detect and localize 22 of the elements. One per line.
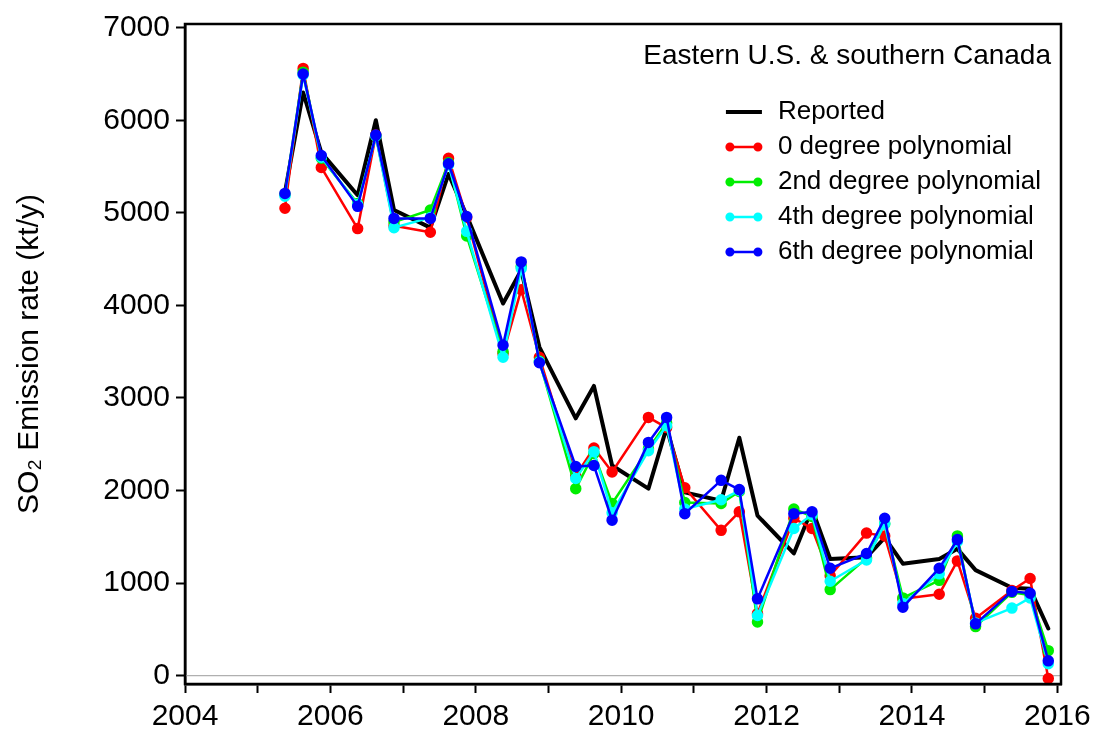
text: Eastern U.S. & southern Canada (643, 38, 1052, 70)
x-tick-label: 2006 (297, 698, 364, 732)
legend-label: 6th degree polynomial (777, 235, 1034, 266)
legend-label: 4th degree polynomial (777, 200, 1034, 231)
y-tick-label: 6000 (103, 101, 170, 135)
y-tick-label: 5000 (103, 194, 170, 228)
x-tick-label: 2010 (587, 698, 655, 732)
x-tick-label: 2014 (878, 698, 946, 732)
y-axis-title: SO₂ Emission rate (kt/y) (11, 193, 45, 515)
y-tick-label: 0 (153, 656, 170, 690)
y-tick-label: 1000 (103, 564, 170, 598)
legend-label: 0 degree polynomial (777, 130, 1013, 161)
x-tick-label: 2008 (442, 698, 510, 732)
legend-label: Reported (777, 95, 885, 126)
y-tick-label: 7000 (103, 8, 170, 42)
y-tick-label: 2000 (103, 471, 170, 505)
x-tick-label: 2012 (733, 698, 800, 732)
legend-label: 2nd degree polynomial (777, 165, 1042, 196)
y-tick-label: 3000 (103, 379, 170, 413)
x-tick-label: 2004 (151, 698, 219, 732)
x-tick-label: 2016 (1023, 698, 1091, 732)
y-tick-label: 4000 (103, 286, 170, 320)
